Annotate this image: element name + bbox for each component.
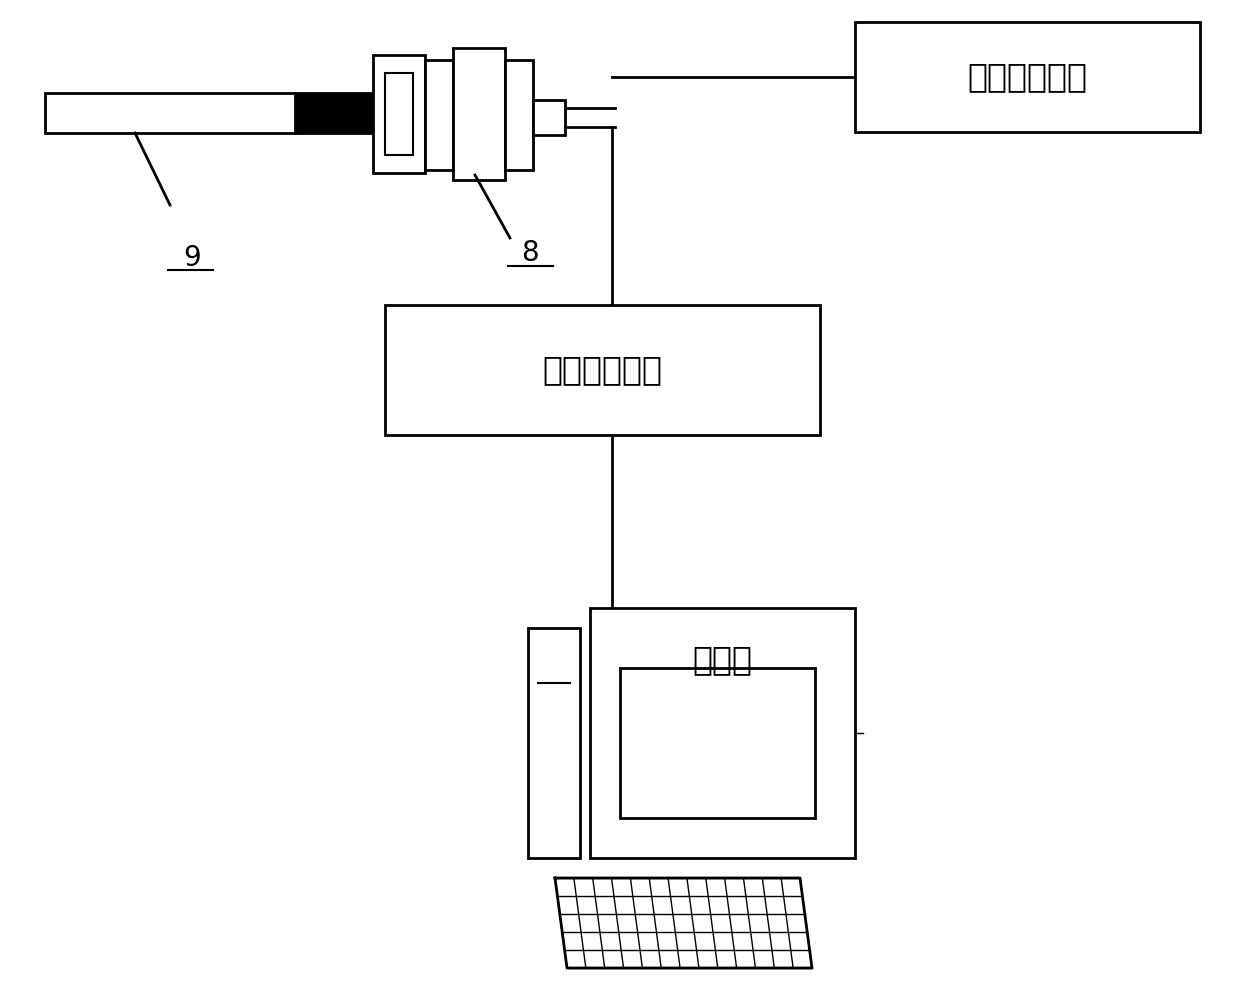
Bar — [295, 93, 373, 133]
Bar — [856, 22, 1200, 132]
Bar — [45, 93, 295, 133]
Bar — [590, 608, 856, 858]
Bar — [384, 73, 413, 155]
Text: 8: 8 — [521, 239, 539, 267]
Text: 五孔道抽吸机: 五孔道抽吸机 — [967, 61, 1087, 93]
Bar — [528, 628, 580, 858]
Polygon shape — [556, 878, 812, 968]
Text: 控制器: 控制器 — [692, 643, 753, 677]
Bar — [425, 60, 453, 170]
Bar — [505, 60, 533, 170]
Bar — [453, 48, 505, 180]
Text: 9: 9 — [184, 244, 201, 272]
Bar — [384, 305, 820, 435]
Bar — [533, 100, 565, 135]
Text: 流量检测装置: 流量检测装置 — [543, 354, 662, 387]
Bar — [620, 668, 815, 818]
Bar — [373, 55, 425, 173]
